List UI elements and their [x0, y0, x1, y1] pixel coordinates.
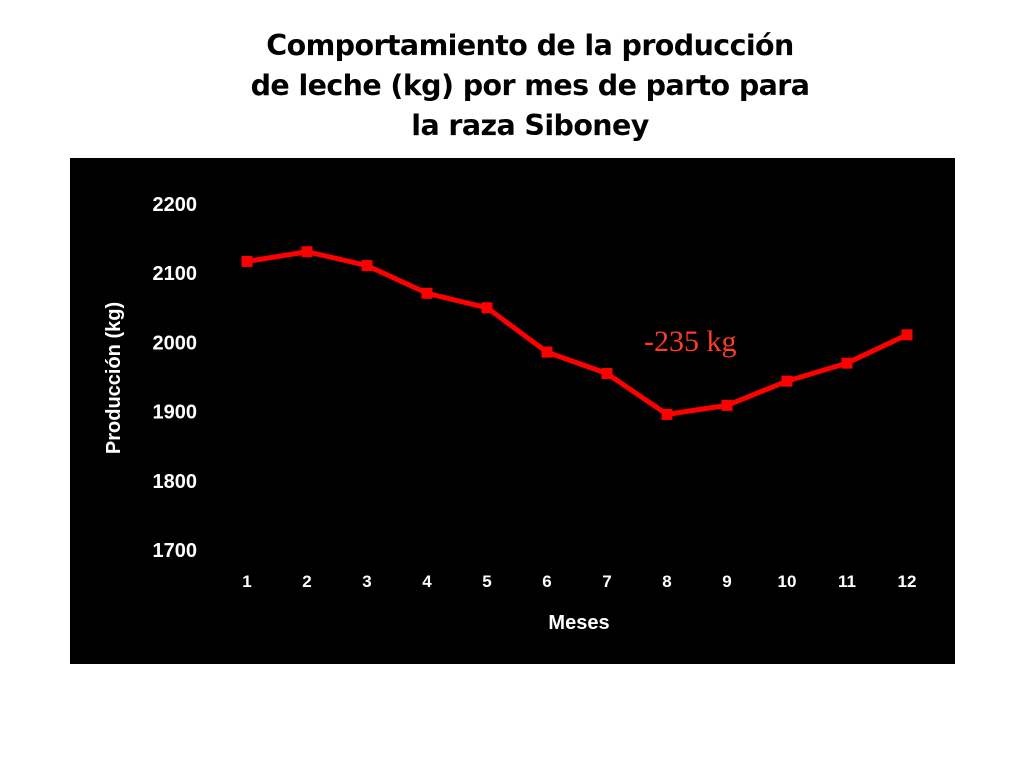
- x-tick-label: 9: [722, 572, 731, 591]
- data-point-marker: [901, 329, 913, 341]
- y-tick-label: 1900: [153, 402, 198, 424]
- chart-title: Comportamiento de la producción de leche…: [130, 26, 930, 146]
- x-axis-ticks: 1 2 3 4 5 6 7 8 9 10 11 12: [242, 572, 916, 591]
- data-point-marker: [241, 255, 253, 267]
- data-point-marker: [601, 368, 613, 380]
- chart-title-line-2: de leche (kg) por mes de parto para: [250, 69, 810, 102]
- data-point-marker: [841, 357, 853, 369]
- series-line: [246, 249, 909, 417]
- y-tick-label: 2000: [153, 332, 198, 354]
- data-point-marker: [541, 346, 553, 358]
- y-tick-label: 2100: [153, 263, 198, 285]
- x-tick-label: 10: [778, 572, 797, 591]
- x-tick-label: 2: [302, 572, 311, 591]
- data-point-marker: [301, 246, 313, 258]
- y-axis-label: Producción (kg): [103, 302, 125, 454]
- x-tick-label: 4: [422, 572, 432, 591]
- data-point-marker: [361, 260, 373, 272]
- chart-title-line-1: Comportamiento de la producción: [266, 29, 794, 62]
- x-tick-label: 8: [662, 572, 671, 591]
- y-axis-ticks: 1700 1800 1900 2000 2100 2200: [153, 194, 198, 562]
- data-point-marker: [781, 375, 793, 387]
- x-tick-label: 5: [482, 572, 491, 591]
- y-tick-label: 1700: [153, 540, 198, 562]
- data-point-marker: [721, 399, 733, 411]
- series-group: [241, 246, 913, 420]
- data-point-marker: [661, 408, 673, 420]
- x-axis-label: Meses: [548, 612, 609, 634]
- annotation-difference: -235 kg: [644, 325, 737, 358]
- x-tick-label: 1: [242, 572, 251, 591]
- y-tick-label: 2200: [153, 194, 198, 216]
- data-point-marker: [421, 287, 433, 299]
- x-tick-label: 6: [542, 572, 551, 591]
- data-point-marker: [481, 302, 493, 314]
- y-tick-label: 1800: [153, 471, 198, 493]
- x-tick-label: 3: [362, 572, 371, 591]
- chart-title-line-3: la raza Siboney: [411, 109, 649, 142]
- chart-panel: 1700 1800 1900 2000 2100 2200 1 2 3 4 5 6 7 8 9 10 11 12…: [70, 158, 955, 664]
- x-tick-label: 7: [602, 572, 611, 591]
- x-tick-label: 12: [898, 572, 917, 591]
- x-tick-label: 11: [838, 572, 856, 591]
